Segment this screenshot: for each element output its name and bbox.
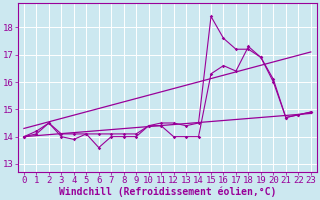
X-axis label: Windchill (Refroidissement éolien,°C): Windchill (Refroidissement éolien,°C) <box>59 187 276 197</box>
